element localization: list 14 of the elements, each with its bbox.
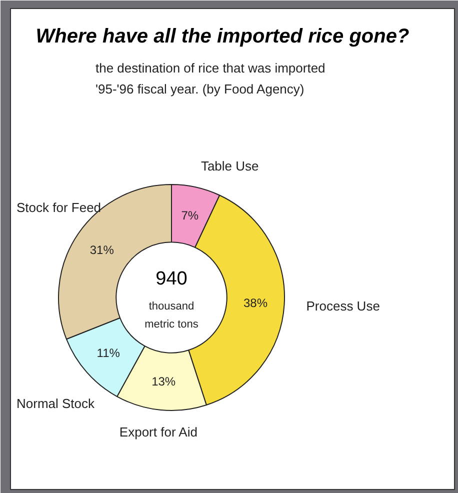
data-label: 11% <box>96 346 120 360</box>
slice-label: Process Use <box>306 298 380 314</box>
data-label: 13% <box>152 374 176 388</box>
text: 940 <box>156 268 188 290</box>
data-label: 31% <box>90 243 114 258</box>
slice-label: Normal Stock <box>16 396 96 411</box>
chart-subtitle: the destination of rice that was imported '95-'96 fiscal year. (by Food Agency) <box>96 60 326 96</box>
data-label: 7% <box>181 208 199 222</box>
slice-label: Stock for Feed <box>16 200 102 216</box>
data-label: 38% <box>244 296 268 310</box>
slice-label: Export for Aid <box>119 424 198 440</box>
text: thousand metric tons <box>144 300 199 330</box>
chart-title: Where have all the imported rice gone? <box>36 26 410 48</box>
slice-label: Table Use <box>200 158 259 174</box>
